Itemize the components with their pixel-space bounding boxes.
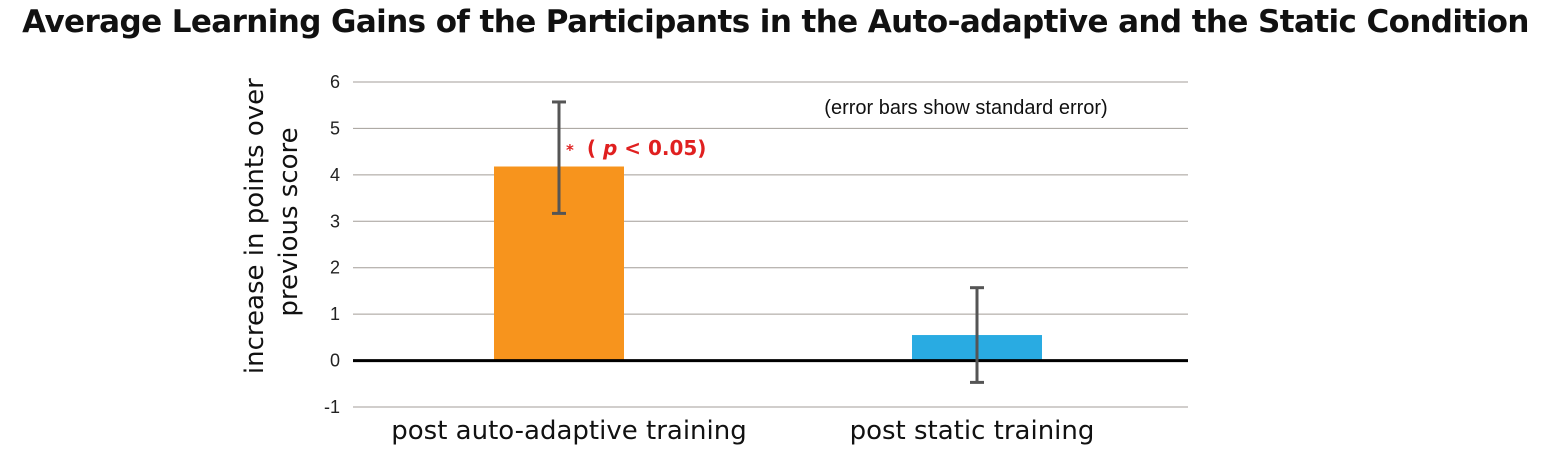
category-label-1: post auto-adaptive training <box>391 416 746 446</box>
category-label-2: post static training <box>850 416 1095 446</box>
error-bar-1 <box>552 100 566 215</box>
significance-open: ( <box>587 136 596 160</box>
significance-rest: < 0.05) <box>624 136 706 160</box>
y-tick-labels: 6 5 4 3 2 1 0 -1 <box>324 72 340 417</box>
chart-title: Average Learning Gains of the Participan… <box>22 4 1529 40</box>
y-axis-label-line-1: increase in points over <box>240 78 270 374</box>
significance-annotation: * ( p < 0.05) <box>566 136 706 160</box>
error-bars <box>552 100 984 384</box>
gridlines <box>353 81 1188 408</box>
y-tick-label: 1 <box>330 304 340 324</box>
bars <box>494 166 1042 361</box>
y-tick-label: 5 <box>330 118 340 138</box>
y-tick-label: 0 <box>330 351 340 371</box>
y-axis-label-line-2: previous score <box>274 127 304 316</box>
significance-star: * <box>566 141 574 159</box>
y-axis-label: increase in points over previous score <box>240 70 304 374</box>
category-labels: post auto-adaptive training post static t… <box>391 416 1094 446</box>
y-tick-label: 6 <box>330 72 340 92</box>
significance-p: p <box>602 136 617 160</box>
y-tick-label: -1 <box>324 397 340 417</box>
y-tick-label: 4 <box>330 165 340 185</box>
y-tick-label: 3 <box>330 211 340 231</box>
y-tick-label: 2 <box>330 258 340 278</box>
error-bar-note: (error bars show standard error) <box>824 97 1107 119</box>
error-bar-2 <box>970 286 984 384</box>
